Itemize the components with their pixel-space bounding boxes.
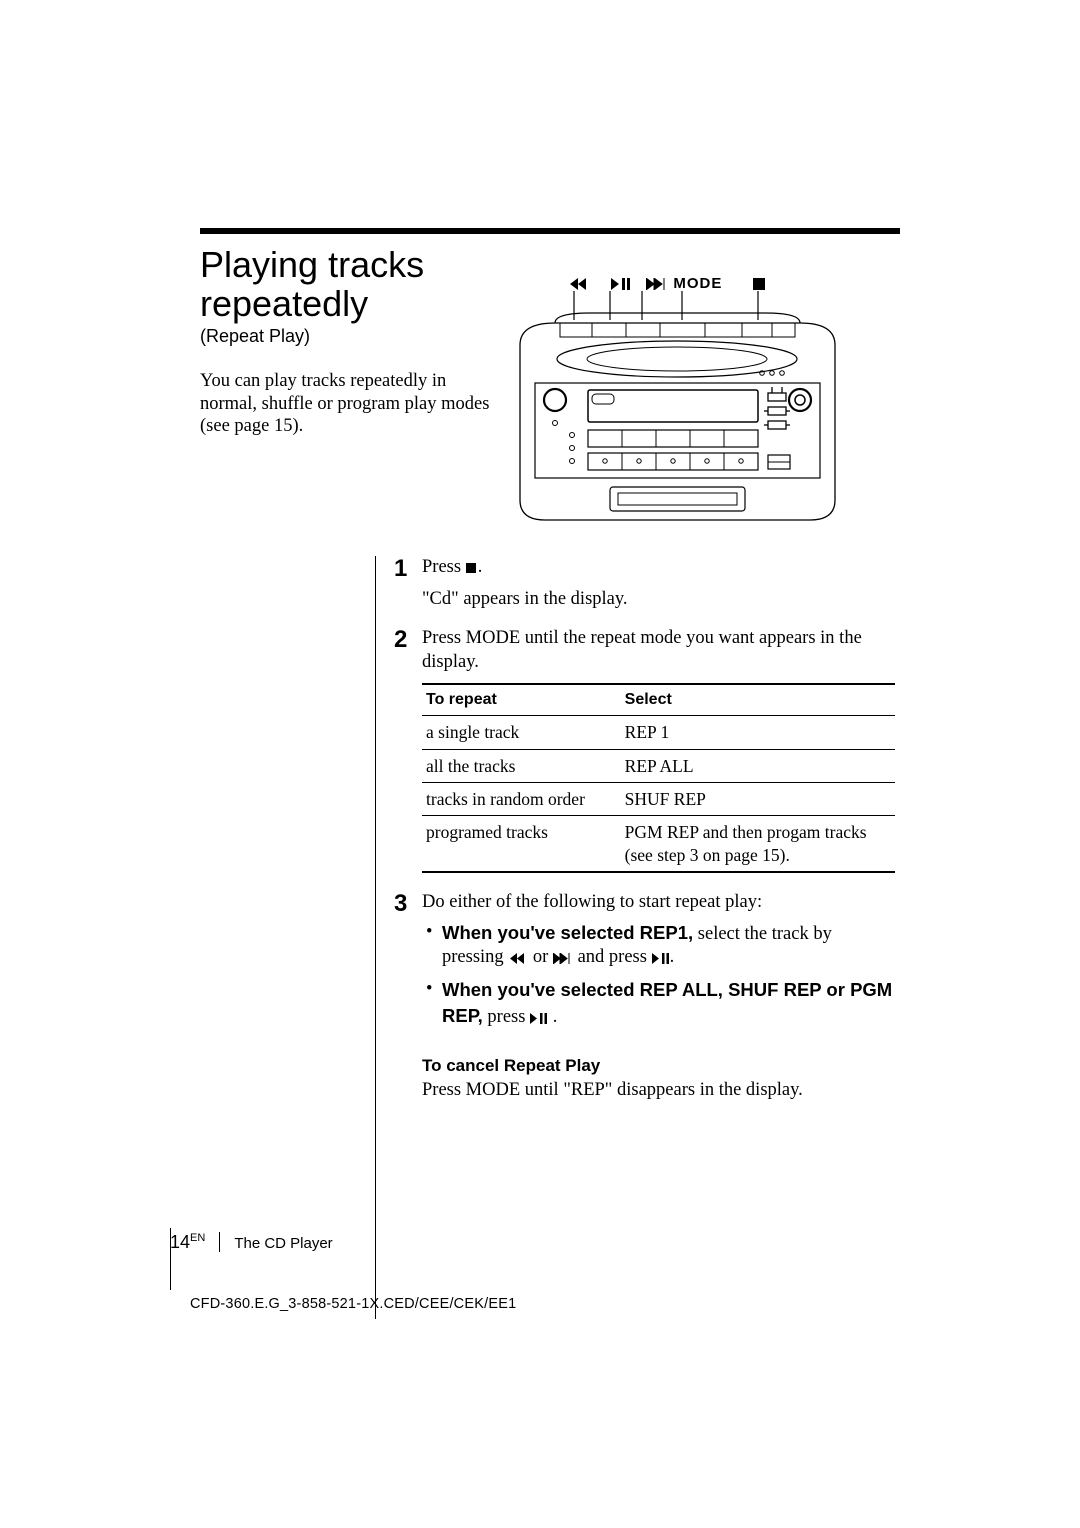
footer-separator [219,1232,220,1252]
footer: 14EN The CD Player [170,1228,900,1253]
cancel-body: Press MODE until "REP" disappears in the… [422,1079,895,1103]
table-cell: tracks in random order [422,782,621,815]
step-line: Press . [422,556,895,582]
step-1: 1 Press . "Cd" appears in the display. [394,556,895,617]
section-name: The CD Player [234,1235,332,1252]
top-rule [200,228,900,234]
play-pause-icon [652,948,670,972]
repeat-mode-table: To repeat Select a single track REP 1 al… [422,683,895,873]
next-icon [553,948,573,972]
table-cell: programed tracks [422,816,621,872]
bullet-bold: When you've selected REP1, [442,922,693,943]
table-cell: PGM REP and then progam tracks (see step… [621,816,895,872]
cancel-block: To cancel Repeat Play Press MODE until "… [422,1055,895,1102]
device-diagram: MODE [510,275,890,525]
title-line-2: repeatedly [200,283,368,324]
cancel-heading: To cancel Repeat Play [422,1055,895,1077]
table-header: Select [621,684,895,716]
steps-column: 1 Press . "Cd" appears in the display. 2… [375,556,895,1319]
table-cell: REP 1 [621,716,895,749]
table-cell: REP ALL [621,749,895,782]
step-number: 3 [394,891,422,1109]
document-code: CFD-360.E.G_3-858-521-1X.CED/CEE/CEK/EE1 [190,1296,516,1312]
step-line: "Cd" appears in the display. [422,588,895,612]
page-subtitle: (Repeat Play) [200,326,490,347]
title-block: Playing tracks repeatedly (Repeat Play) [200,246,490,347]
step-body: Do either of the following to start repe… [422,891,895,1109]
play-pause-icon [530,1008,548,1032]
step-number: 2 [394,627,422,881]
table-row: programed tracks PGM REP and then progam… [422,816,895,872]
table-row: all the tracks REP ALL [422,749,895,782]
page-lang: EN [190,1232,205,1244]
step-number: 1 [394,556,422,617]
page-number: 14EN [170,1232,205,1253]
step-line: Do either of the following to start repe… [422,891,895,915]
title-line-1: Playing tracks [200,244,424,285]
step-body: Press . "Cd" appears in the display. [422,556,895,617]
list-item: When you've selected REP ALL, SHUF REP o… [426,978,895,1031]
table-row: tracks in random order SHUF REP [422,782,895,815]
table-cell: a single track [422,716,621,749]
step-line: Press MODE until the repeat mode you wan… [422,627,895,674]
bullet-list: When you've selected REP1, select the tr… [422,921,895,1032]
prev-icon [508,948,528,972]
table-row: a single track REP 1 [422,716,895,749]
table-cell: all the tracks [422,749,621,782]
footer-line: 14EN The CD Player [170,1228,900,1253]
intro-text: You can play tracks repeatedly in normal… [200,370,490,438]
step-3: 3 Do either of the following to start re… [394,891,895,1109]
table-header: To repeat [422,684,621,716]
step-body: Press MODE until the repeat mode you wan… [422,627,895,881]
page-title: Playing tracks repeatedly [200,246,490,324]
step-2: 2 Press MODE until the repeat mode you w… [394,627,895,881]
page-number-value: 14 [170,1232,190,1252]
table-cell: SHUF REP [621,782,895,815]
stop-icon [466,558,478,582]
bullet-rest: press . [483,1007,558,1027]
device-svg [510,275,890,535]
list-item: When you've selected REP1, select the tr… [426,921,895,972]
